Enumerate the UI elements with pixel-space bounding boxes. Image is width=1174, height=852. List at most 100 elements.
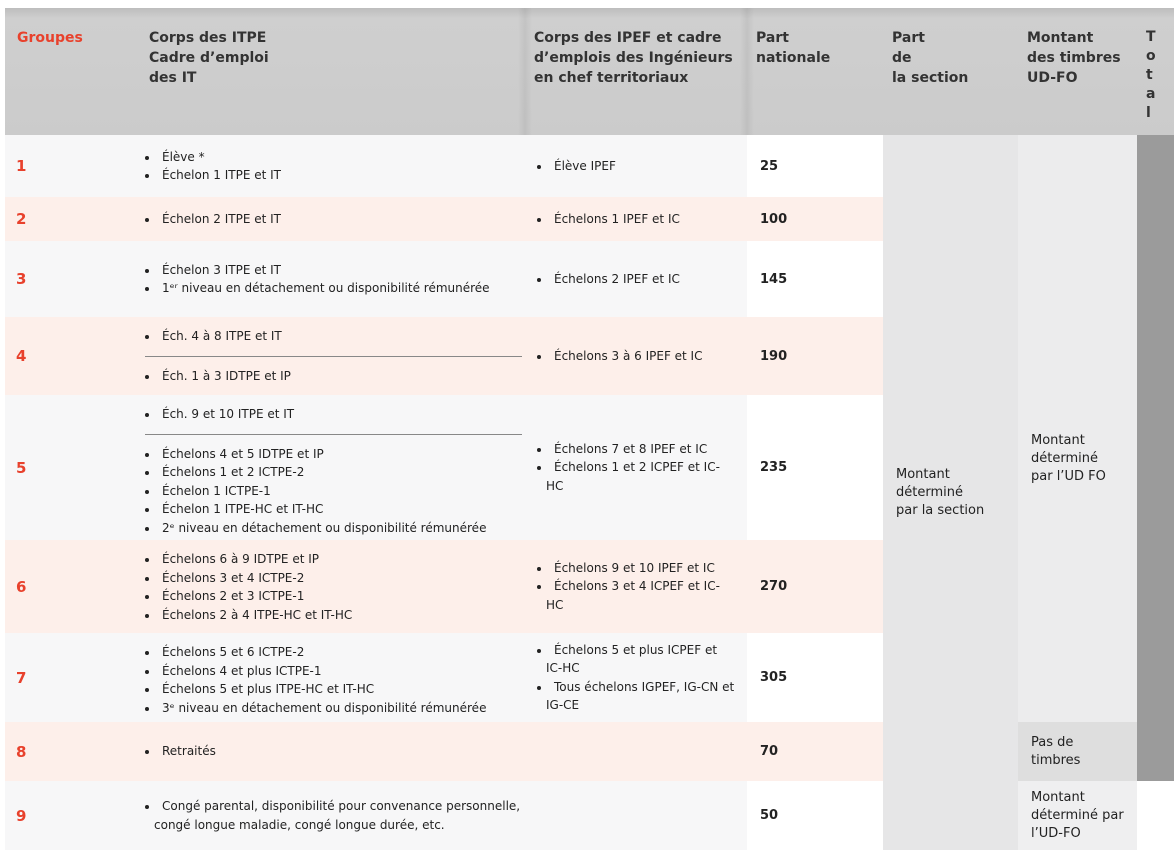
group-number: 5 [16,458,27,477]
bullet-list: Éch. 4 à 8 ITPE et IT [145,327,525,346]
part-nationale-cell: 305 [747,633,883,722]
bullet-item: 3ᵉ niveau en détachement ou disponibilit… [145,699,525,718]
group-cell: 9 [5,781,140,850]
header-cell: Total [1146,8,1174,135]
bullet-list: Échelons 5 et plus ICPEF et IC-HCTous éc… [537,641,737,715]
itpe-cell: Congé parental, disponibilité pour conve… [145,781,747,850]
bullet-item: Échelons 5 et plus ITPE-HC et IT-HC [145,680,525,699]
bullet-item: Échelons 1 et 2 ICTPE-2 [145,463,522,482]
group-cell: 7 [5,633,140,722]
montant-cell: Montant déterminé par l’UD-FO [1018,781,1137,850]
ipef-cell: Échelons 1 IPEF et IC [537,197,737,241]
bullet-list: Éch. 1 à 3 IDTPE et IP [145,367,522,386]
part-nationale-cell: 235 [747,395,883,540]
header-cell: Corps des IPEF et cadre d’emplois des In… [534,8,747,135]
header-text: Part de la section [892,30,969,86]
group-number: 3 [16,270,27,288]
bullet-item: Échelon 1 ITPE-HC et IT-HC [145,500,522,519]
itpe-cell: Échelon 3 ITPE et IT1ᵉʳ niveau en détach… [145,241,525,317]
itpe-cell: Échelons 5 et 6 ICTPE-2Échelons 4 et plu… [145,633,525,722]
itpe-cell: Retraités [145,722,747,781]
bullet-item: Congé parental, disponibilité pour conve… [145,797,525,834]
bullet-list: Élève *Échelon 1 ITPE et IT [145,148,525,185]
group-cell: 1 [5,135,140,197]
group-cell: 8 [5,722,140,781]
cell-bg [747,395,883,540]
part-section: Montant déterminé par la section [896,466,985,518]
part-nationale: 70 [760,744,779,759]
group-number: 2 [16,210,27,228]
itpe-section: Éch. 4 à 8 ITPE et IT [145,317,525,356]
header-text: Groupes [17,30,83,46]
part-nationale-cell: 70 [747,722,883,781]
row-bg [5,241,883,317]
bullet-item: Échelon 1 ITPE et IT [145,166,525,185]
cell-bg [747,135,883,197]
part-nationale-cell: 50 [747,781,883,850]
itpe-section: Éch. 9 et 10 ITPE et IT [145,395,525,434]
header-bg [5,8,1174,135]
header-cell: Part nationale [756,8,883,135]
itpe-cell: Éch. 9 et 10 ITPE et IT Échelons 4 et 5 I… [145,395,525,540]
bullet-item: Échelons 2 et 3 ICTPE-1 [145,587,525,606]
bullet-list: Échelons 6 à 9 IDTPE et IPÉchelons 3 et … [145,550,525,624]
part-nationale: 305 [760,670,788,685]
itpe-section: Congé parental, disponibilité pour conve… [145,781,525,850]
part-nationale: 235 [760,460,788,475]
bullet-item: Éch. 9 et 10 ITPE et IT [145,405,525,424]
ipef-cell: Échelons 2 IPEF et IC [537,241,737,317]
part-nationale: 145 [760,271,788,287]
bullet-item: Échelons 2 à 4 ITPE-HC et IT-HC [145,606,525,625]
header-text: Part nationale [756,30,831,66]
bullet-item: Échelons 6 à 9 IDTPE et IP [145,550,525,569]
bullet-list: Échelon 3 ITPE et IT1ᵉʳ niveau en détach… [145,261,525,298]
part-section-cell: Montant déterminé par la section [883,135,1018,850]
group-cell: 2 [5,197,140,241]
bullet-item: Échelons 1 et 2 ICPEF et IC-HC [537,458,737,495]
montant-timbres: Montant déterminé par l’UD FO [1031,432,1106,484]
bullet-list: Échelon 2 ITPE et IT [145,210,525,229]
row-bg [5,395,883,540]
group-number: 9 [16,806,27,825]
row-bg [5,722,883,781]
header-cell: Part de la section [892,8,1018,135]
group-cell: 5 [5,395,140,540]
bullet-item: 2ᵉ niveau en détachement ou disponibilit… [145,519,522,538]
group-cell: 6 [5,540,140,633]
part-nationale-cell: 145 [747,241,883,317]
montant-timbres: Pas de timbres [1031,734,1081,768]
itpe-cell: Échelon 2 ITPE et IT [145,197,525,241]
part-nationale-cell: 100 [747,197,883,241]
part-nationale: 100 [760,211,788,227]
group-number: 1 [16,157,27,175]
group-number: 7 [16,668,27,687]
row-bg [5,197,883,241]
cell-bg [747,781,883,850]
bullet-list: Échelons 2 IPEF et IC [537,270,737,289]
group-cell: 4 [5,317,140,395]
bullet-list: Élève IPEF [537,157,737,176]
part-nationale: 25 [760,158,779,174]
bullet-item: Tous échelons IGPEF, IG-CN et IG-CE [537,678,737,715]
bullet-list: Échelons 7 et 8 IPEF et ICÉchelons 1 et … [537,440,737,496]
header-shade [518,8,532,135]
bullet-item: Échelons 9 et 10 IPEF et IC [537,559,737,578]
itpe-section: Éch. 1 à 3 IDTPE et IP [145,355,522,396]
bullet-list: Échelons 4 et 5 IDTPE et IPÉchelons 1 et… [145,445,522,538]
ipef-cell: Échelons 7 et 8 IPEF et ICÉchelons 1 et … [537,395,737,540]
part-nationale: 270 [760,579,788,594]
montant-cell: Montant déterminé par l’UD FO [1018,135,1137,722]
bullet-item: Échelons 3 et 4 ICTPE-2 [145,569,525,588]
montant-timbres: Montant déterminé par l’UD-FO [1031,789,1124,841]
bullet-item: Élève IPEF [537,157,737,176]
group-number: 8 [16,742,27,761]
bullet-item: Échelons 2 IPEF et IC [537,270,737,289]
header-shade [740,8,754,135]
bullet-item: Échelon 1 ICTPE-1 [145,482,522,501]
row-bg [5,633,883,722]
total-cell [1137,135,1174,781]
cell-bg [747,241,883,317]
bullet-item: Échelons 4 et 5 IDTPE et IP [145,445,522,464]
itpe-section: Échelon 3 ITPE et IT1ᵉʳ niveau en détach… [145,241,525,317]
